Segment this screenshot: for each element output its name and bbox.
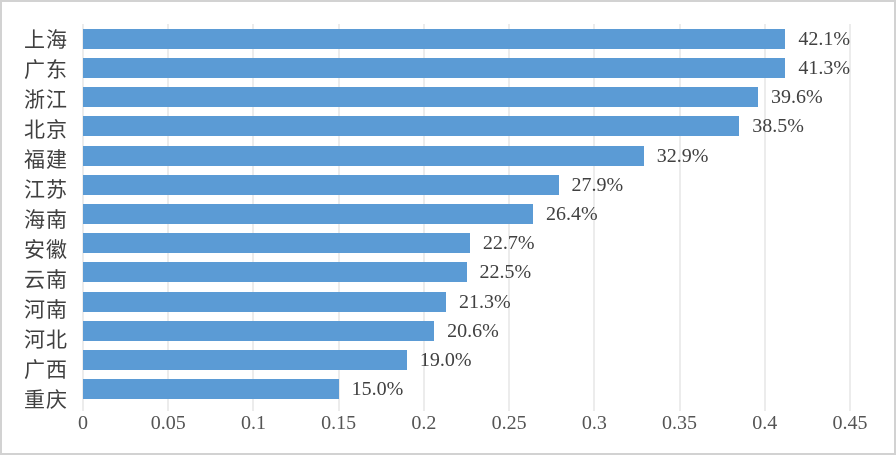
- x-tick-label: 0.35: [662, 412, 698, 434]
- category-label: 海南: [24, 208, 68, 232]
- x-tick-label: 0.45: [832, 412, 868, 434]
- bar-value-label: 22.5%: [479, 261, 532, 284]
- category-label: 云南: [24, 268, 68, 292]
- bar-row: 21.3%: [83, 287, 850, 316]
- bar-row: 15.0%: [83, 375, 850, 404]
- bar-value-label: 15.0%: [351, 378, 404, 401]
- category-label: 广西: [24, 358, 68, 382]
- bar-value-label: 27.9%: [571, 173, 624, 196]
- bar-row: 22.7%: [83, 229, 850, 258]
- category-label: 河南: [24, 298, 68, 322]
- bar-value-label: 38.5%: [752, 115, 804, 138]
- bar-row: 19.0%: [83, 346, 850, 375]
- bar-value-label: 39.6%: [770, 86, 823, 109]
- bar: [83, 145, 644, 166]
- category-label: 河北: [24, 328, 68, 352]
- gridline: [849, 24, 851, 411]
- bar-value-label: 22.7%: [482, 232, 535, 255]
- bar: [83, 291, 447, 312]
- bar: [83, 262, 467, 283]
- bar-row: 32.9%: [83, 141, 850, 170]
- bar: [83, 87, 758, 108]
- bar-value-label: 19.0%: [419, 349, 472, 372]
- category-axis: 上海广东浙江北京福建江苏海南安徽云南河南河北广西重庆: [2, 24, 68, 412]
- bar-rows: 42.1% 41.3% 39.6% 38.5% 32.9% 27.9% 26.4% 22.7%…: [83, 24, 850, 404]
- bar: [83, 379, 339, 400]
- bar-row: 38.5%: [83, 112, 850, 141]
- bar-value-label: 42.1%: [798, 27, 850, 50]
- x-tick-label: 0.2: [411, 412, 437, 434]
- plot-area: 42.1% 41.3% 39.6% 38.5% 32.9% 27.9% 26.4% 22.7%…: [82, 24, 851, 411]
- bar-row: 27.9%: [83, 170, 850, 199]
- x-tick-label: 0.25: [491, 412, 527, 434]
- bar: [83, 320, 435, 341]
- x-tick-label: 0.05: [150, 412, 186, 434]
- bar-value-label: 26.4%: [545, 203, 598, 226]
- bar-value-label: 21.3%: [459, 290, 511, 313]
- x-tick-label: 0.4: [752, 412, 778, 434]
- gridline: [764, 24, 766, 411]
- bar-value-label: 41.3%: [798, 56, 850, 79]
- bar: [83, 204, 533, 225]
- bar: [83, 174, 559, 195]
- x-tick-label: 0.1: [240, 412, 266, 434]
- x-tick-label: 0: [78, 412, 88, 434]
- gridline: [593, 24, 595, 411]
- category-label: 上海: [24, 28, 68, 52]
- category-label: 重庆: [24, 388, 68, 412]
- bar: [83, 57, 786, 78]
- bar: [83, 116, 740, 137]
- bar: [83, 233, 470, 254]
- bar-row: 39.6%: [83, 82, 850, 111]
- category-label: 北京: [24, 118, 68, 142]
- x-tick-label: 0.3: [581, 412, 607, 434]
- category-label: 浙江: [24, 88, 68, 112]
- bar: [83, 350, 407, 371]
- bar-row: 26.4%: [83, 199, 850, 228]
- bar-row: 41.3%: [83, 53, 850, 82]
- bar: [83, 28, 786, 49]
- category-label: 福建: [24, 148, 68, 172]
- bar-value-label: 20.6%: [447, 319, 499, 342]
- gridline: [679, 24, 681, 411]
- category-label: 广东: [24, 58, 68, 82]
- bar-row: 42.1%: [83, 24, 850, 53]
- x-tick-label: 0.15: [321, 412, 357, 434]
- category-label: 江苏: [24, 178, 68, 202]
- bar-value-label: 32.9%: [656, 144, 709, 167]
- category-label: 安徽: [24, 238, 68, 262]
- x-axis: 0 0.05 0.1 0.15 0.2 0.25 0.3 0.35 0.4 0.45: [78, 411, 868, 441]
- bar-row: 22.5%: [83, 258, 850, 287]
- bar-row: 20.6%: [83, 316, 850, 345]
